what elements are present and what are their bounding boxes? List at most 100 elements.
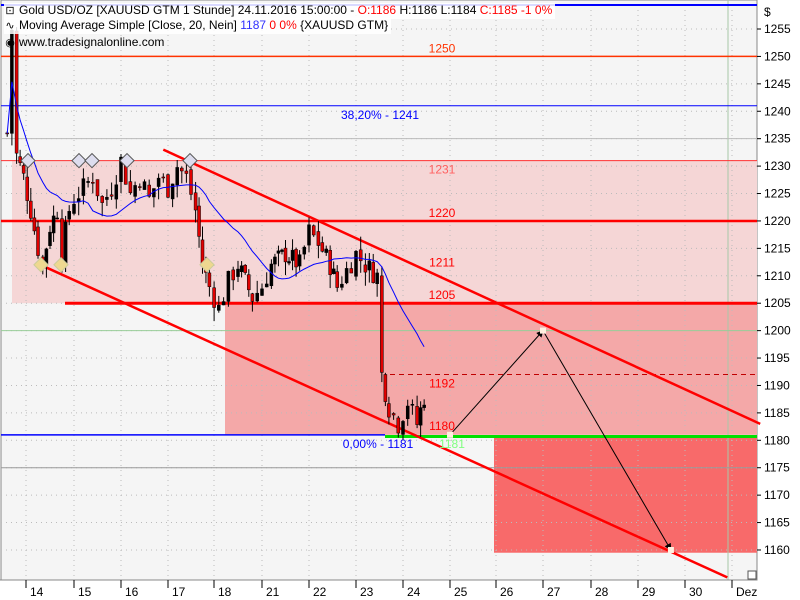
swing-high-marker [182,152,198,169]
candle-body [335,271,339,288]
x-tick-label: 30 [689,585,703,599]
candle-body [161,176,166,179]
candle-body [29,200,33,219]
candle-body [170,183,175,200]
x-tick-label: Dez [736,585,757,599]
y-tick-label: 1210 [764,269,791,283]
swing-high-marker [119,152,135,169]
candle-body [72,203,76,214]
candle-body [175,167,179,186]
support-zone [225,303,757,435]
y-tick-label: 1195 [764,351,790,365]
y-tick-label: 1235 [764,132,791,146]
candle-body [189,169,193,195]
resistance-zone [12,160,757,304]
y-tick-label: 1190 [764,378,790,392]
candle-body [340,283,344,288]
projection-handle[interactable] [540,327,546,334]
projection-handle[interactable] [447,431,453,438]
eye-icon: ◉ [5,37,15,49]
candle-body [375,272,379,284]
legend-website: ◉ www.tradesignalonline.com [4,35,167,51]
candle-body [51,215,56,234]
open-value: O:1186 [357,3,397,17]
candle-body [401,421,405,435]
candle-body [358,249,363,262]
channel-upper-line[interactable] [162,148,761,425]
swing-high-marker [84,152,100,169]
candle-body [142,181,147,190]
y-tick-label: 1225 [764,187,791,201]
projection-arrow[interactable] [542,330,672,551]
candle-body [243,264,247,273]
candle-body [410,404,415,406]
candle-body [105,196,109,200]
x-tick-label: 29 [642,585,656,599]
candle-body [133,185,137,197]
channel-lower-line[interactable] [39,263,728,579]
resize-handle[interactable] [747,570,757,580]
x-tick-label: 18 [218,585,232,599]
candle-body [63,221,68,266]
candle-body [383,374,388,402]
candle-body [231,269,235,281]
candle-body [354,250,358,277]
website-link[interactable]: www.tradesignalonline.com [19,35,165,49]
candle-body [18,156,22,163]
swing-low-marker [33,257,49,273]
x-tick-label: 28 [595,585,609,599]
candle-body [391,413,396,416]
candle-body [387,403,391,418]
candle-body [264,283,269,288]
x-tick-label: 23 [360,585,374,599]
candle-body [250,293,255,302]
y-tick-label: 1245 [764,77,791,91]
high-value: H:1186 [399,3,438,17]
candle-body [67,211,71,220]
level-label: 1211 [429,255,455,269]
candle-body [180,167,184,172]
y-tick-label: 1180 [764,433,790,447]
candle-body [418,407,423,426]
x-tick-label: 24 [407,585,421,599]
candle-body [280,249,284,252]
x-tick-label: 26 [500,585,514,599]
level-label: 1220 [429,206,456,220]
x-tick-label: 25 [454,585,468,599]
candle-body [239,265,244,272]
candle-body [415,406,419,425]
candle-body [119,156,123,182]
moving-average-icon: ∿ [5,20,15,32]
projection-handle[interactable] [667,546,674,553]
y-tick-label: 1240 [764,104,791,118]
candle-body [363,264,368,273]
projection-arrow[interactable] [449,330,544,436]
y-tick-label: 1170 [764,488,790,502]
swing-high-marker [20,152,36,169]
candle-body [260,288,264,296]
level-label: 1250 [429,41,456,55]
currency-label: $ [764,5,771,19]
y-tick-label: 1255 [764,22,791,36]
x-tick-label: 15 [78,585,92,599]
candle-body [371,262,375,283]
level-label: 38,20% - 1241 [341,108,419,122]
level-label: 0,00% - 1181 [343,437,414,451]
candle-body [184,170,189,174]
moving-average-line [6,81,425,347]
candle-body [60,218,64,265]
candle-body [95,179,100,197]
swing-low-marker [199,257,215,273]
candle-body [55,217,59,220]
close-value: C:1185 -1 0% [479,3,553,17]
y-tick-label: 1250 [764,49,791,63]
candle-body [349,268,354,274]
candle-body [36,226,40,256]
candle-body [217,304,221,311]
candle-body [367,260,372,271]
y-tick-label: 1230 [764,159,791,173]
y-tick-label: 1185 [764,406,790,420]
candle-body [290,249,295,261]
candle-body [86,181,90,183]
